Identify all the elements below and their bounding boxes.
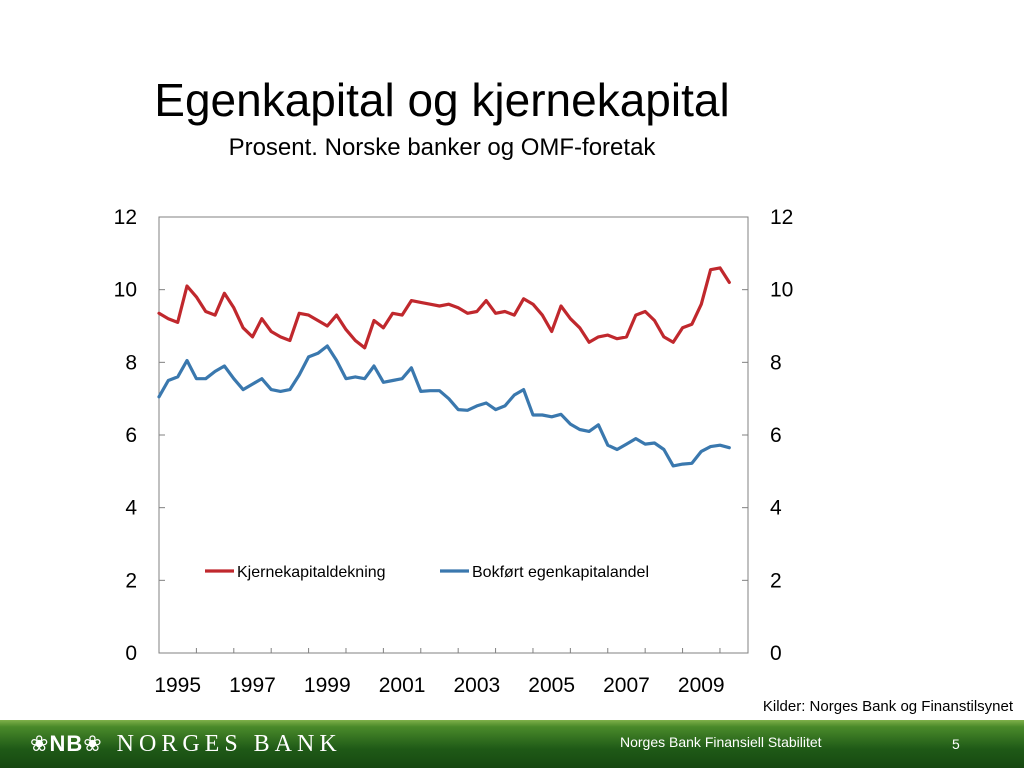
y-tick-label-right: 4 xyxy=(770,497,782,520)
y-tick-label-left: 10 xyxy=(114,279,137,302)
y-tick-label-left: 4 xyxy=(125,497,137,520)
legend: Kjernekapitaldekning Bokført egenkapitala… xyxy=(205,564,649,581)
y-tick-label-right: 0 xyxy=(770,642,782,665)
footer-bar: ❀NB❀ NORGES BANK Norges Bank Finansiell … xyxy=(0,720,1024,768)
plot-frame xyxy=(158,216,749,654)
footer-caption: Norges Bank Finansiell Stabilitet xyxy=(620,734,822,750)
line-chart: 0 2 4 6 8 10 12 0 2 4 6 8 10 12 1995 1997 1999 2001 2003… xyxy=(114,206,794,697)
y-tick-label-right: 6 xyxy=(770,424,782,447)
y-tick-label-right: 10 xyxy=(770,279,793,302)
source-note: Kilder: Norges Bank og Finanstilsynet xyxy=(762,698,1013,715)
y-axis-left: 0 2 4 6 8 10 12 xyxy=(114,206,165,665)
x-tick-label: 2007 xyxy=(603,674,650,697)
y-tick-label-left: 0 xyxy=(125,642,137,665)
series-lines xyxy=(157,266,731,468)
x-tick-label: 1997 xyxy=(229,674,276,697)
series-line-bokf-rt-egenkapitalandel xyxy=(157,344,731,468)
y-tick-label-left: 8 xyxy=(125,351,137,374)
y-tick-label-left: 2 xyxy=(125,569,137,592)
y-tick-label-right: 2 xyxy=(770,569,782,592)
series-line-kjernekapitaldekning xyxy=(157,266,731,350)
y-tick-label-right: 12 xyxy=(770,206,793,229)
norges-bank-logo: ❀NB❀ NORGES BANK xyxy=(30,730,342,758)
y-tick-label-left: 12 xyxy=(114,206,137,229)
x-tick-label: 2003 xyxy=(454,674,501,697)
legend-label: Kjernekapitaldekning xyxy=(237,564,386,581)
x-tick-label: 2009 xyxy=(678,674,725,697)
x-tick-label: 2001 xyxy=(379,674,426,697)
slide-title: Egenkapital og kjernekapital xyxy=(154,74,730,126)
knot-icon: ❀ xyxy=(83,731,103,756)
y-axis-right: 0 2 4 6 8 10 12 xyxy=(742,206,793,665)
legend-label: Bokført egenkapitalandel xyxy=(472,564,649,581)
x-tick-label: 1995 xyxy=(154,674,201,697)
nb-logo-mark: ❀NB❀ xyxy=(30,731,103,756)
x-tick-label: 1999 xyxy=(304,674,351,697)
x-axis: 1995 1997 1999 2001 2003 2005 2007 2009 xyxy=(154,648,725,697)
slide-subtitle: Prosent. Norske banker og OMF-foretak xyxy=(228,134,656,161)
x-tick-label: 2005 xyxy=(528,674,575,697)
y-tick-label-right: 8 xyxy=(770,351,782,374)
logo-wordmark: NORGES BANK xyxy=(116,730,342,757)
y-tick-label-left: 6 xyxy=(125,424,137,447)
page-number: 5 xyxy=(952,736,960,752)
knot-icon: ❀ xyxy=(30,731,50,756)
